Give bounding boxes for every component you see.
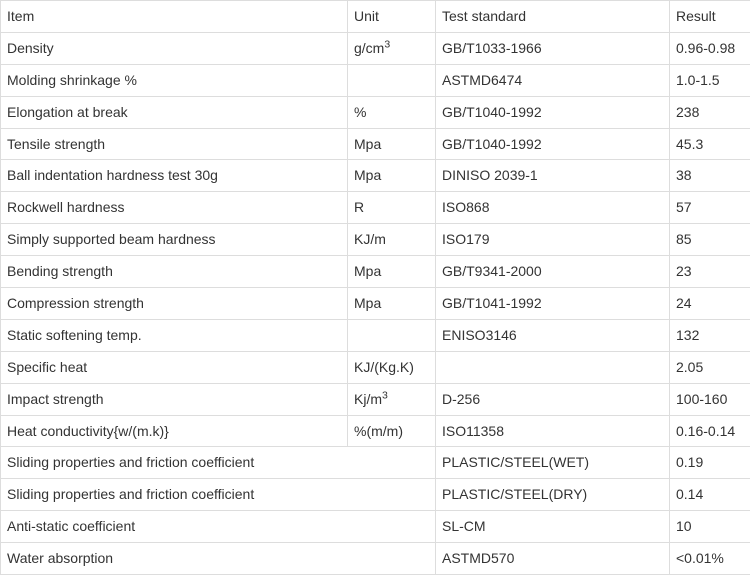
cell-standard: ASTMD6474 (436, 64, 670, 96)
cell-unit: Kj/m3 (348, 383, 436, 415)
material-properties-table-container: Item Unit Test standard Result Densityg/… (0, 0, 750, 575)
table-row: Water absorptionASTMD570<0.01% (1, 543, 750, 575)
cell-item: Sliding properties and friction coeffici… (1, 447, 436, 479)
cell-result: 38 (670, 160, 750, 192)
col-header-unit: Unit (348, 1, 436, 33)
table-row: Impact strengthKj/m3D-256100-160 (1, 383, 750, 415)
table-row: Molding shrinkage % ASTMD64741.0-1.5 (1, 64, 750, 96)
material-properties-table: Item Unit Test standard Result Densityg/… (0, 0, 750, 575)
cell-standard: ENISO3146 (436, 319, 670, 351)
cell-unit: Mpa (348, 128, 436, 160)
table-row: Static softening temp. ENISO3146132 (1, 319, 750, 351)
table-row: Bending strengthMpaGB/T9341-200023 (1, 256, 750, 288)
cell-unit: KJ/(Kg.K) (348, 351, 436, 383)
cell-item: Heat conductivity{w/(m.k)} (1, 415, 348, 447)
cell-item: Tensile strength (1, 128, 348, 160)
table-row: Compression strengthMpaGB/T1041-199224 (1, 288, 750, 320)
col-header-standard: Test standard (436, 1, 670, 33)
cell-standard: GB/T1040-1992 (436, 128, 670, 160)
table-row: Elongation at break%GB/T1040-1992238 (1, 96, 750, 128)
cell-unit: KJ/m (348, 224, 436, 256)
cell-standard: ASTMD570 (436, 543, 670, 575)
cell-result: 23 (670, 256, 750, 288)
table-row: Sliding properties and friction coeffici… (1, 479, 750, 511)
cell-unit: Mpa (348, 256, 436, 288)
cell-standard: ISO11358 (436, 415, 670, 447)
table-header: Item Unit Test standard Result (1, 1, 750, 33)
cell-item: Rockwell hardness (1, 192, 348, 224)
cell-unit: g/cm3 (348, 32, 436, 64)
cell-standard: GB/T1041-1992 (436, 288, 670, 320)
col-header-result: Result (670, 1, 750, 33)
cell-result: 100-160 (670, 383, 750, 415)
table-row: Simply supported beam hardnessKJ/mISO179… (1, 224, 750, 256)
cell-item: Density (1, 32, 348, 64)
table-row: Anti-static coefficientSL-CM10 (1, 511, 750, 543)
cell-result: 238 (670, 96, 750, 128)
cell-unit: Mpa (348, 288, 436, 320)
table-row: Densityg/cm3GB/T1033-19660.96-0.98 (1, 32, 750, 64)
cell-standard (436, 351, 670, 383)
cell-item: Impact strength (1, 383, 348, 415)
cell-unit (348, 319, 436, 351)
cell-standard: ISO179 (436, 224, 670, 256)
cell-result: 1.0-1.5 (670, 64, 750, 96)
cell-result: 0.16-0.14 (670, 415, 750, 447)
cell-result: 10 (670, 511, 750, 543)
cell-unit (348, 64, 436, 96)
cell-standard: ISO868 (436, 192, 670, 224)
cell-item: Compression strength (1, 288, 348, 320)
cell-result: 57 (670, 192, 750, 224)
col-header-item: Item (1, 1, 348, 33)
cell-result: 0.19 (670, 447, 750, 479)
cell-standard: GB/T1040-1992 (436, 96, 670, 128)
cell-item: Elongation at break (1, 96, 348, 128)
table-row: Rockwell hardnessRISO86857 (1, 192, 750, 224)
cell-standard: GB/T1033-1966 (436, 32, 670, 64)
table-header-row: Item Unit Test standard Result (1, 1, 750, 33)
cell-unit: % (348, 96, 436, 128)
cell-item: Specific heat (1, 351, 348, 383)
cell-item: Sliding properties and friction coeffici… (1, 479, 436, 511)
cell-unit: R (348, 192, 436, 224)
cell-result: 2.05 (670, 351, 750, 383)
cell-standard: DINISO 2039-1 (436, 160, 670, 192)
cell-result: 0.14 (670, 479, 750, 511)
cell-result: 132 (670, 319, 750, 351)
table-row: Sliding properties and friction coeffici… (1, 447, 750, 479)
table-row: Tensile strengthMpaGB/T1040-199245.3 (1, 128, 750, 160)
cell-unit: Mpa (348, 160, 436, 192)
cell-result: 45.3 (670, 128, 750, 160)
cell-result: 0.96-0.98 (670, 32, 750, 64)
cell-unit: %(m/m) (348, 415, 436, 447)
cell-item: Anti-static coefficient (1, 511, 436, 543)
table-body: Densityg/cm3GB/T1033-19660.96-0.98Moldin… (1, 32, 750, 574)
cell-item: Static softening temp. (1, 319, 348, 351)
cell-standard: PLASTIC/STEEL(DRY) (436, 479, 670, 511)
cell-item: Simply supported beam hardness (1, 224, 348, 256)
cell-item: Molding shrinkage % (1, 64, 348, 96)
cell-result: <0.01% (670, 543, 750, 575)
cell-item: Ball indentation hardness test 30g (1, 160, 348, 192)
cell-standard: D-256 (436, 383, 670, 415)
table-row: Ball indentation hardness test 30gMpaDIN… (1, 160, 750, 192)
cell-item: Bending strength (1, 256, 348, 288)
table-row: Heat conductivity{w/(m.k)}%(m/m)ISO11358… (1, 415, 750, 447)
cell-standard: SL-CM (436, 511, 670, 543)
cell-standard: GB/T9341-2000 (436, 256, 670, 288)
cell-standard: PLASTIC/STEEL(WET) (436, 447, 670, 479)
table-row: Specific heatKJ/(Kg.K) 2.05 (1, 351, 750, 383)
cell-item: Water absorption (1, 543, 436, 575)
cell-result: 24 (670, 288, 750, 320)
cell-result: 85 (670, 224, 750, 256)
